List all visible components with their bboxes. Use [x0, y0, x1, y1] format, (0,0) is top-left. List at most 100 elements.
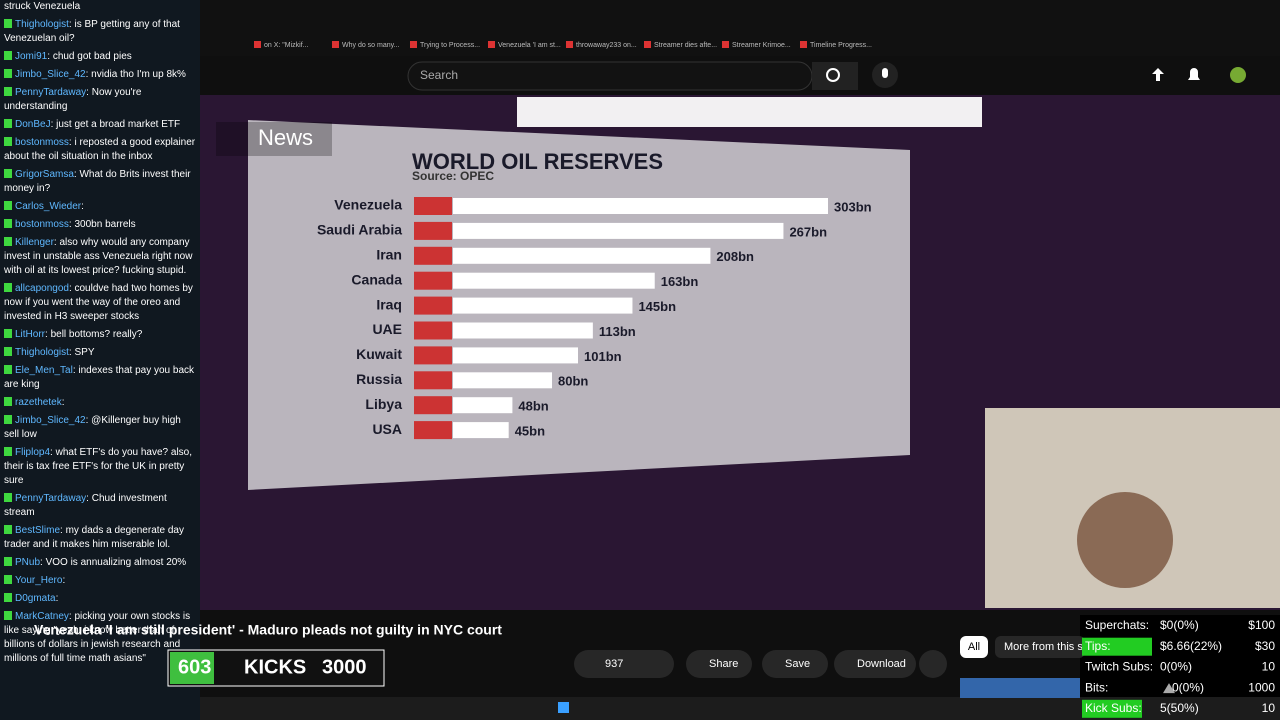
chat-user[interactable]: razethetek [15, 397, 62, 408]
stat-icon [1163, 683, 1175, 694]
tab[interactable]: Venezuela 'I am st... [498, 42, 561, 49]
chat-text: what ETF's do you have? also, their is t… [4, 447, 193, 486]
bar [453, 247, 711, 264]
chat-message: Jomi91: chud got bad pies [0, 50, 200, 64]
chat-message: PennyTardaway: Now you're understanding [4, 87, 142, 112]
like-button[interactable] [574, 650, 674, 678]
avatar[interactable] [1230, 67, 1246, 83]
chat-message: Jimbo_Slice_42: nvidia tho I'm up 8k% [0, 68, 200, 82]
tab[interactable]: on X: "Mizkif... [264, 42, 309, 49]
value-label: 80bn [558, 374, 588, 389]
stat-goal: 10 [1262, 701, 1276, 715]
stat-highlight [1082, 637, 1152, 656]
stat-goal: $100 [1248, 618, 1275, 632]
tab-icon [254, 41, 261, 48]
kicks-label: KICKS [244, 656, 306, 678]
chart-subtitle: Source: OPEC [412, 169, 494, 183]
filter-chip[interactable] [960, 636, 988, 658]
chat-user[interactable]: MarkCatney [15, 611, 69, 622]
chat-user[interactable]: Thighologist [15, 347, 69, 358]
mic-icon [882, 68, 888, 78]
chat-user[interactable]: bostonmoss [15, 137, 69, 148]
stat-goal: $30 [1255, 639, 1275, 653]
chat-user[interactable]: Thighologist [15, 19, 69, 30]
chat-user[interactable]: PNub [15, 557, 41, 568]
stat-label: Twitch Subs: [1085, 660, 1153, 674]
chat-user[interactable]: Jimbo_Slice_42 [15, 415, 86, 426]
chat-user[interactable]: Your_Hero [15, 575, 63, 586]
flag [414, 221, 452, 240]
chat-user[interactable]: DonBeJ [15, 119, 51, 130]
tab[interactable]: throwaway233 on... [576, 42, 637, 49]
thumbnail[interactable] [960, 678, 1080, 698]
chat-user[interactable]: D0gmata [15, 593, 56, 604]
flag [414, 197, 452, 215]
value-label: 48bn [518, 399, 548, 414]
value-label: 267bn [789, 224, 827, 239]
chat-user[interactable]: PennyTardaway [15, 493, 87, 504]
category-label: Kuwait [356, 346, 402, 362]
start-icon[interactable] [558, 702, 569, 713]
category-label: USA [372, 421, 402, 437]
action-button[interactable] [834, 650, 916, 678]
value-label: 113bn [599, 324, 636, 339]
bar [453, 222, 784, 239]
chat-user[interactable]: bostonmoss [15, 219, 69, 230]
tab[interactable]: Timeline Progress... [810, 42, 872, 49]
kicks-box [167, 649, 385, 687]
bar [453, 272, 655, 289]
chat-message: Fliplop4: what ETF's do you have? also, … [4, 447, 193, 486]
chat-text: Chud investment stream [4, 493, 167, 518]
chat-message: LitHorr: bell bottoms? really? [0, 328, 200, 342]
action-button[interactable] [762, 650, 828, 678]
tab[interactable]: Streamer Krimoe... [732, 42, 791, 49]
bell-icon[interactable] [1188, 68, 1200, 80]
chat-user[interactable]: Jomi91 [15, 51, 48, 62]
chat-user[interactable]: Fliplop4 [15, 447, 51, 458]
bar [453, 422, 509, 439]
chat-text: Now you're understanding [4, 87, 142, 112]
tab[interactable]: Trying to Process... [420, 42, 480, 49]
chat-user[interactable]: Jimbo_Slice_42 [15, 69, 86, 80]
category-label: Russia [356, 371, 402, 387]
value-label: 101bn [584, 349, 622, 364]
chat-user[interactable]: Ele_Men_Tal [15, 365, 73, 376]
chat-message: Carlos_Wieder: [0, 200, 200, 214]
video-frame[interactable] [200, 95, 1280, 610]
badge [4, 19, 12, 28]
category-label: Venezuela [334, 197, 402, 213]
chat-text: indexes that pay you back are king [4, 365, 195, 390]
upload-icon[interactable] [1152, 68, 1164, 81]
badge [4, 201, 12, 210]
chat-user[interactable]: Killenger [15, 237, 54, 248]
chat-text: struck Venezuela [4, 1, 81, 12]
badge [4, 611, 12, 620]
category-label: Iraq [376, 296, 402, 312]
badge [4, 137, 12, 146]
action-button[interactable] [686, 650, 752, 678]
webcam-person [1077, 492, 1173, 588]
chat-user[interactable]: GrigorSamsa [15, 169, 74, 180]
chat-user[interactable]: LitHorr [15, 329, 46, 340]
search-box[interactable] [407, 61, 813, 91]
mic-button[interactable] [872, 62, 898, 88]
chat-user[interactable]: Carlos_Wieder [15, 201, 82, 212]
chat-user[interactable]: BestSlime [15, 525, 61, 536]
chat-panel: struck Venezuela Thighologist: is BP gett… [0, 0, 200, 720]
chart-title: WORLD OIL RESERVES [412, 149, 663, 174]
filter-chip[interactable] [995, 636, 1085, 658]
badge [4, 283, 12, 292]
more-button[interactable] [919, 650, 947, 678]
search-button[interactable] [812, 62, 858, 90]
tab-icon [410, 41, 417, 48]
chat-message: Thighologist: is BP getting any of that … [4, 19, 180, 44]
stat-label: Tips: [1085, 639, 1111, 653]
chat-user[interactable]: PennyTardaway [15, 87, 87, 98]
category-label: Saudi Arabia [317, 222, 402, 238]
value-label: 208bn [716, 249, 754, 264]
tab[interactable]: Why do so many... [342, 42, 400, 49]
chat-user[interactable]: allcapongod [15, 283, 69, 294]
badge [4, 575, 12, 584]
tab[interactable]: Streamer dies afte... [654, 42, 717, 49]
stat-value: $0(0%) [1160, 618, 1199, 632]
